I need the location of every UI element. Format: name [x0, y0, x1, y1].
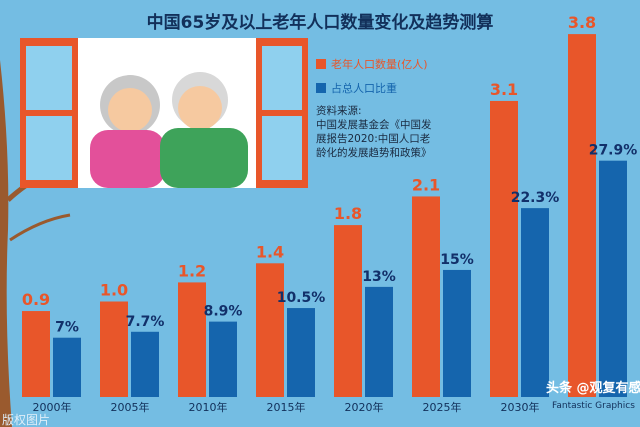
data-label: 22.3%: [511, 190, 560, 206]
source-note: 资料来源: 中国发展基金会《中国发 展报告2020:中国人口老 龄化的发展趋势和…: [316, 104, 466, 160]
x-tick-label: 2025年: [423, 400, 462, 414]
watermark-toutiao: 头条 @观复有感: [546, 381, 640, 396]
data-label: 0.9: [22, 290, 50, 309]
data-label: 2.1: [412, 175, 440, 194]
data-label: 3.1: [490, 80, 518, 99]
bar-share: [365, 286, 393, 397]
legend: 老年人口数量(亿人) 占总人口比重 资料来源: 中国发展基金会《中国发 展报告2…: [316, 56, 466, 160]
bar-population: [100, 301, 128, 397]
source-line: 展报告2020:中国人口老: [316, 133, 431, 145]
x-tick-label: 2030年: [501, 400, 540, 414]
chart-title: 中国65岁及以上老年人口数量变化及趋势测算: [146, 13, 494, 33]
bar-population: [412, 196, 440, 397]
bar-share: [209, 321, 237, 397]
source-line: 资料来源:: [316, 105, 362, 117]
bar-share: [521, 208, 549, 397]
bar-share: [53, 337, 81, 397]
data-label: 8.9%: [204, 304, 243, 320]
legend-item-share: 占总人口比重: [316, 80, 466, 96]
bar-share: [131, 331, 159, 397]
source-line: 龄化的发展趋势和政策》: [316, 147, 432, 159]
bar-share: [599, 160, 627, 397]
bar-population: [334, 225, 362, 397]
source-line: 中国发展基金会《中国发: [316, 119, 432, 131]
data-label: 7%: [55, 320, 79, 336]
data-label: 15%: [440, 252, 474, 268]
bar-population: [490, 100, 518, 397]
x-tick-label: 2010年: [189, 400, 228, 414]
data-label: 1.2: [178, 261, 206, 280]
bar-population: [568, 34, 596, 397]
x-tick-label: 2005年: [111, 400, 150, 414]
data-label: 13%: [362, 269, 396, 285]
data-label: 1.8: [334, 204, 362, 223]
bar-share: [287, 308, 315, 397]
window-illustration: [20, 38, 308, 188]
data-label: 3.8: [568, 13, 596, 32]
x-tick-label: 2015年: [267, 400, 306, 414]
bar-population: [178, 282, 206, 397]
bar-share: [443, 269, 471, 397]
data-label: 1.4: [256, 242, 284, 261]
bar-population: [22, 311, 50, 397]
bar-population: [256, 263, 284, 397]
x-tick-label: 2020年: [345, 400, 384, 414]
x-tick-label: 2000年: [33, 400, 72, 414]
legend-label: 老年人口数量(亿人): [331, 58, 428, 71]
data-label: 1.0: [100, 281, 128, 300]
legend-label: 占总人口比重: [331, 82, 397, 95]
data-label: 10.5%: [277, 290, 326, 306]
watermark-copyright: 版权图片: [2, 413, 51, 427]
data-label: 27.9%: [589, 143, 638, 159]
watermark-brand: Fantastic Graphics: [552, 401, 635, 411]
legend-item-elderly-population: 老年人口数量(亿人): [316, 56, 466, 72]
data-label: 7.7%: [126, 314, 165, 330]
